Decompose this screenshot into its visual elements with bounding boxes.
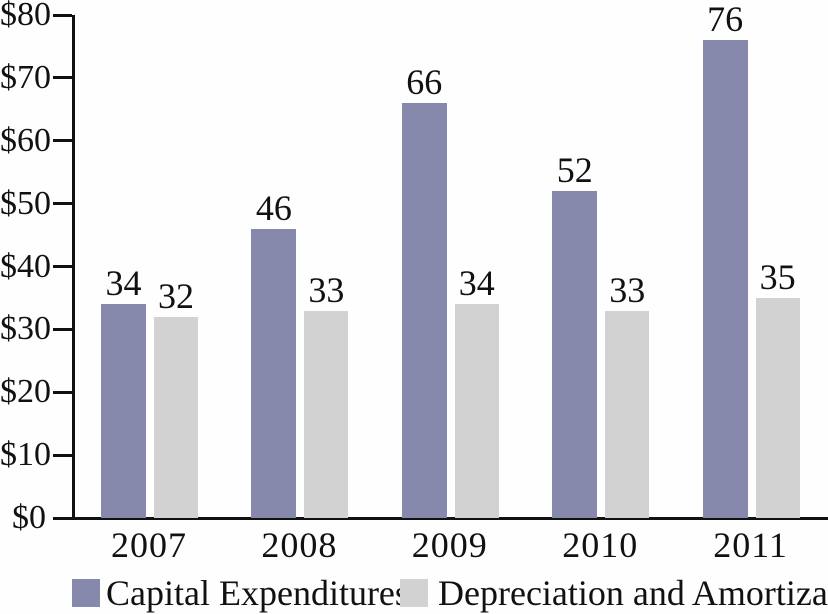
bar-value-label: 33: [609, 269, 646, 310]
bar-value-label: 34: [458, 263, 495, 304]
bar-value-label: 46: [255, 187, 292, 228]
y-axis-tick-label: $20: [0, 373, 51, 411]
bar-capex-2008: [251, 228, 297, 518]
y-axis-tick-label: $40: [0, 247, 51, 285]
capex-legend-label: Capital Expenditures: [106, 573, 409, 613]
bar-value-label: 76: [707, 0, 744, 40]
bar-capex-2009: [401, 103, 447, 518]
bar-value-label: 35: [759, 256, 796, 297]
y-axis-tick: [53, 13, 72, 17]
y-axis-line: [72, 15, 75, 518]
y-axis-tick-label: $0: [12, 499, 46, 536]
y-axis-tick: [53, 453, 72, 457]
da-legend-label: Depreciation and Amortization: [438, 573, 828, 613]
bar-capex-2011: [702, 40, 748, 518]
y-axis-tick: [53, 139, 72, 143]
bar-value-label: 32: [158, 275, 194, 316]
bar-value-label: 52: [556, 150, 593, 191]
bar-value-label: 33: [308, 269, 345, 310]
bar-da-2007: [154, 316, 198, 518]
x-axis-category-label: 2010: [562, 525, 639, 565]
bar-capex-2010: [552, 191, 598, 518]
y-axis-tick: [53, 390, 72, 394]
y-axis-tick: [53, 76, 72, 80]
x-axis-category-label: 2011: [713, 525, 788, 565]
y-axis-tick-label: $80: [0, 0, 51, 33]
bar-da-2011: [755, 297, 800, 518]
y-axis-tick: [53, 327, 72, 331]
bar-capex-2007: [101, 304, 146, 518]
capex-legend-swatch: [72, 579, 100, 607]
x-axis-baseline: [53, 517, 828, 520]
x-axis-category-label: 2008: [261, 525, 338, 565]
y-axis-tick-label: $50: [0, 184, 51, 222]
y-axis-tick-label: $70: [0, 58, 51, 96]
bar-value-label: 66: [406, 62, 443, 103]
y-axis-tick-label: $10: [0, 436, 51, 474]
y-axis-tick: [53, 265, 72, 268]
y-axis-tick: [53, 202, 72, 206]
bar-da-2010: [605, 310, 650, 518]
bar-da-2009: [454, 304, 499, 518]
x-axis-category-label: 2007: [111, 525, 187, 565]
da-legend-swatch: [400, 579, 428, 607]
y-axis-tick-label: $60: [0, 121, 51, 159]
bar-da-2008: [304, 310, 349, 518]
x-axis-category-label: 2009: [411, 525, 488, 565]
bar-value-label: 34: [105, 263, 142, 304]
y-axis-tick-label: $30: [0, 310, 51, 348]
